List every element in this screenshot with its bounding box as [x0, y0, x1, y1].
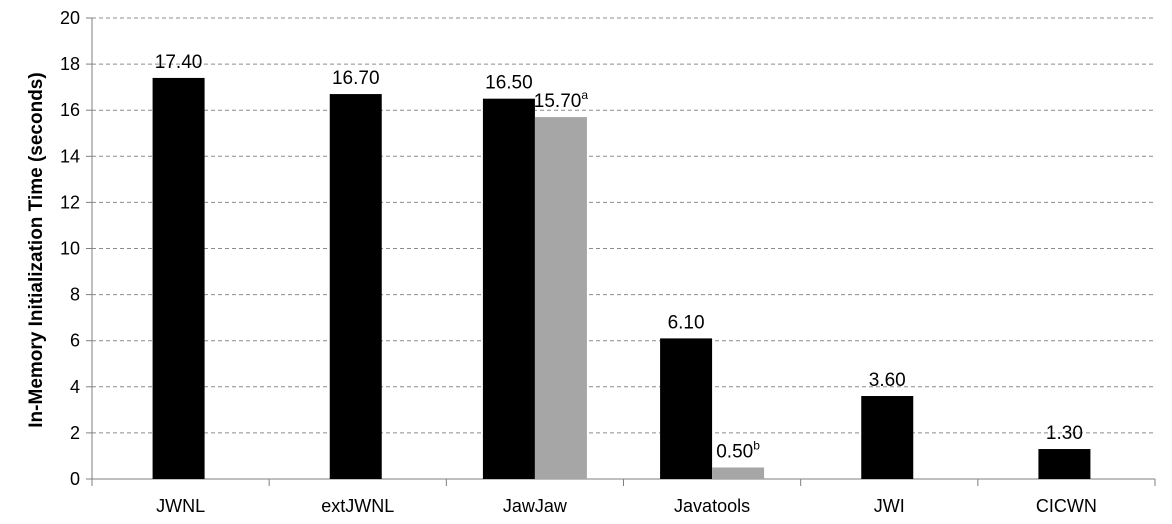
- data-label: 16.50: [485, 73, 533, 94]
- y-tick-label: 12: [60, 192, 80, 212]
- data-label: 0.50b: [716, 438, 760, 462]
- bar: [152, 77, 205, 480]
- bars: [152, 77, 1091, 480]
- x-tick-label: Javatools: [674, 496, 750, 516]
- y-tick-label: 14: [60, 146, 80, 166]
- bar: [329, 94, 382, 479]
- data-label: 15.70a: [534, 88, 589, 112]
- bar: [534, 117, 587, 480]
- data-label: 16.70: [332, 68, 380, 89]
- data-label-footnote: b: [753, 438, 760, 452]
- data-label: 3.60: [869, 370, 906, 391]
- y-tick-label: 2: [70, 423, 80, 443]
- y-tick-label: 4: [70, 377, 80, 397]
- x-tick-label: CICWN: [1036, 496, 1097, 516]
- data-label: 6.10: [668, 312, 705, 333]
- y-tick-label: 0: [70, 469, 80, 489]
- y-tick-label: 10: [60, 239, 80, 259]
- y-tick-label: 20: [60, 8, 80, 28]
- y-axis-title: In-Memory Initialization Time (seconds): [26, 72, 47, 427]
- data-label: 17.40: [155, 52, 203, 73]
- data-label-footnote: a: [581, 88, 588, 102]
- y-tick-label: 6: [70, 331, 80, 351]
- y-tick-label: 16: [60, 100, 80, 120]
- data-label: 1.30: [1046, 423, 1083, 444]
- bar: [660, 338, 713, 479]
- gridlines: [92, 17, 1155, 434]
- bar: [1038, 449, 1091, 479]
- y-tick-label: 18: [60, 54, 80, 74]
- bar: [482, 98, 535, 480]
- x-tick-label: JWI: [874, 496, 905, 516]
- x-tick-label: JWNL: [156, 496, 205, 516]
- bar: [712, 467, 765, 479]
- x-tick-label: JawJaw: [503, 496, 568, 516]
- axes: 0 2 4 6 8 10 12 14 16 18 20 JWNL extJWNL JawJaw Javato…: [60, 8, 1156, 516]
- y-tick-label: 8: [70, 285, 80, 305]
- x-tick-label: extJWNL: [321, 496, 394, 516]
- bar: [861, 396, 914, 479]
